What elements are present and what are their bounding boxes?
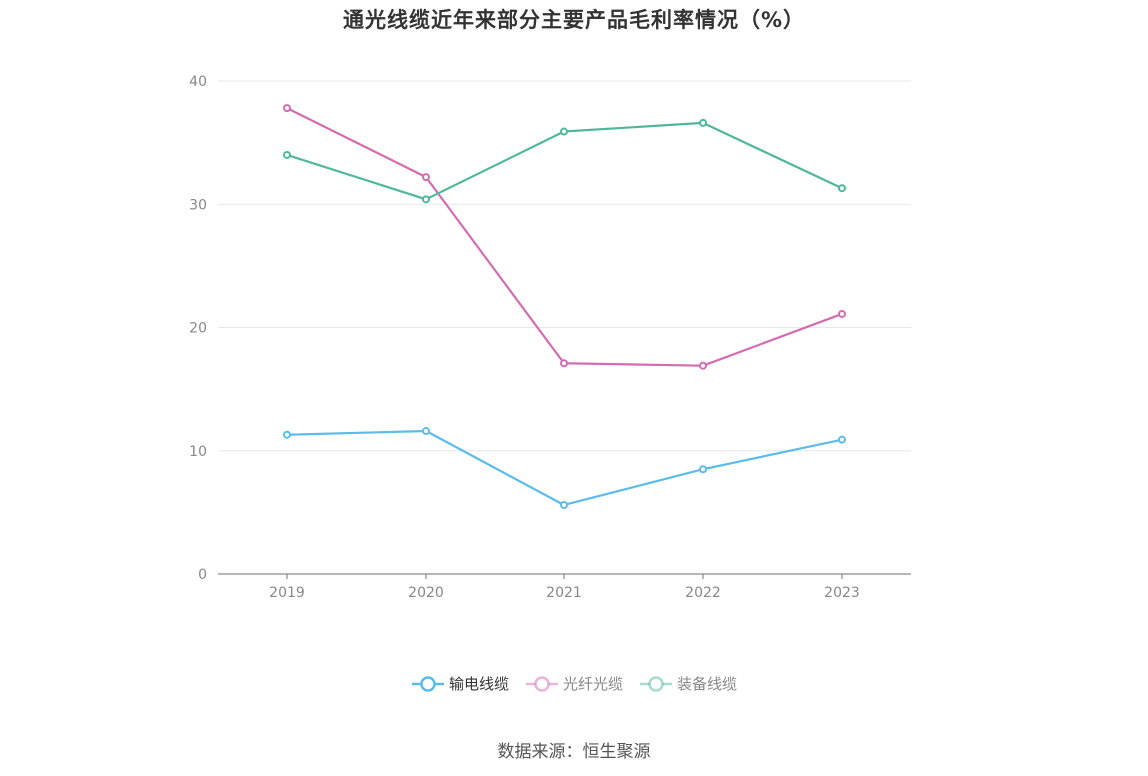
x-tick-label: 2020 [408, 585, 444, 601]
legend-label: 装备线缆 [677, 675, 738, 693]
legend-label: 光纤光缆 [562, 675, 623, 693]
data-source: 数据来源：恒生聚源 [497, 742, 651, 762]
data-point [422, 195, 430, 204]
chart-title: 通光线缆近年来部分主要产品毛利率情况（%） [342, 8, 806, 32]
legend-item[interactable]: 输电线缆 [411, 673, 509, 694]
data-point [283, 430, 291, 439]
x-tick-label: 2023 [824, 585, 860, 601]
legend-item[interactable]: 装备线缆 [639, 673, 737, 694]
series-3 [283, 118, 846, 204]
x-tick-label: 2022 [685, 585, 721, 601]
data-point [422, 427, 430, 436]
data-point [699, 465, 707, 474]
legend-marker-icon [639, 675, 673, 693]
data-point [838, 435, 846, 444]
y-tick-label: 30 [189, 197, 207, 213]
grid-layer [218, 80, 911, 452]
data-point [560, 127, 568, 136]
series-layer [283, 104, 846, 509]
legend: 输电线缆 光纤光缆 装备线缆 [0, 673, 1148, 694]
legend-label: 输电线缆 [448, 675, 509, 693]
data-point [838, 184, 846, 193]
y-tick-label: 40 [189, 74, 207, 90]
data-point [283, 150, 291, 159]
series-line [285, 429, 844, 507]
data-point [283, 104, 291, 113]
data-point [699, 118, 707, 127]
axis-layer: 0 10 20 30 40 2019 2020 2021 2022 2023 [189, 74, 911, 601]
y-tick-label: 20 [189, 321, 207, 337]
legend-marker-icon [525, 675, 559, 693]
data-point [699, 361, 707, 370]
data-point [560, 359, 568, 368]
y-tick-label: 10 [189, 444, 207, 460]
series-2 [283, 104, 846, 370]
x-tick-label: 2021 [546, 585, 582, 601]
legend-marker-icon [411, 675, 445, 693]
legend-item[interactable]: 光纤光缆 [525, 673, 623, 694]
series-1 [283, 427, 846, 509]
data-point [560, 500, 568, 509]
data-point [422, 173, 430, 182]
data-point [838, 309, 846, 318]
x-tick-label: 2019 [269, 585, 305, 601]
y-tick-label: 0 [198, 567, 207, 583]
